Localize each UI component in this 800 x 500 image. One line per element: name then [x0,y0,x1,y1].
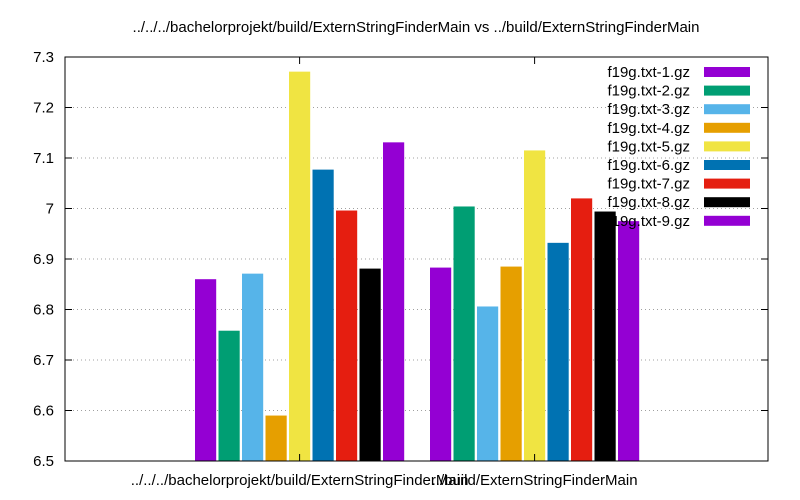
y-axis: 6.5 6.6 6.7 6.8 6.9 7 7.1 7.2 7.3 [33,49,768,470]
legend-label: f19g.txt-6.gz [607,157,690,174]
y-tick-label: 6.8 [33,302,54,319]
y-tick-label: 6.6 [33,403,54,420]
bar-f19g.txt-4.gz [500,266,522,461]
bar-f19g.txt-7.gz [336,210,358,461]
y-tick-label: 6.5 [33,453,54,470]
bar-f19g.txt-6.gz [312,169,334,462]
bar-f19g.txt-3.gz [242,273,264,461]
bar-f19g.txt-6.gz [547,242,569,461]
y-tick-label: 7.3 [33,49,54,66]
legend-label: f19g.txt-2.gz [607,83,690,100]
bar-f19g.txt-8.gz [594,211,616,461]
bar-f19g.txt-8.gz [359,268,381,461]
bar-f19g.txt-2.gz [218,330,240,461]
legend-label: f19g.txt-5.gz [607,138,690,155]
bars [195,71,640,462]
y-tick-label: 7.2 [33,100,54,117]
bar-f19g.txt-9.gz [618,221,640,461]
y-tick-label: 6.7 [33,352,54,369]
bar-f19g.txt-1.gz [430,267,452,461]
legend-label: f19g.txt-1.gz [607,64,690,81]
legend-swatch [704,215,750,226]
chart-title: ../../../bachelorprojekt/build/ExternStr… [133,19,700,36]
y-tick-label: 7 [46,201,54,218]
y-tick-label: 7.1 [33,150,54,167]
bar-f19g.txt-7.gz [571,198,593,461]
legend-swatch [704,197,750,208]
bar-f19g.txt-9.gz [383,142,405,461]
legend-label: f19g.txt-7.gz [607,176,690,193]
bar-f19g.txt-3.gz [477,306,499,461]
legend-swatch [704,122,750,133]
legend-label: f19g.txt-9.gz [607,213,690,230]
bar-f19g.txt-5.gz [289,71,311,462]
x-tick-label: ../build/ExternStringFinderMain [432,472,638,489]
legend-swatch [704,67,750,77]
bar-f19g.txt-2.gz [453,206,475,461]
legend-swatch [704,104,750,115]
legend-swatch [704,141,750,152]
x-axis: ../../../bachelorprojekt/build/ExternStr… [131,57,638,489]
x-tick-label: ../../../bachelorprojekt/build/ExternStr… [131,472,469,489]
legend-label: f19g.txt-8.gz [607,194,690,211]
legend-swatch [704,85,750,96]
bar-f19g.txt-4.gz [265,415,287,461]
bar-f19g.txt-5.gz [524,150,546,462]
legend-swatch [704,160,750,170]
legend-label: f19g.txt-3.gz [607,101,690,118]
legend-swatch [704,178,750,189]
y-tick-label: 6.9 [33,251,54,268]
legend-label: f19g.txt-4.gz [607,120,690,137]
bar-f19g.txt-1.gz [195,279,217,461]
